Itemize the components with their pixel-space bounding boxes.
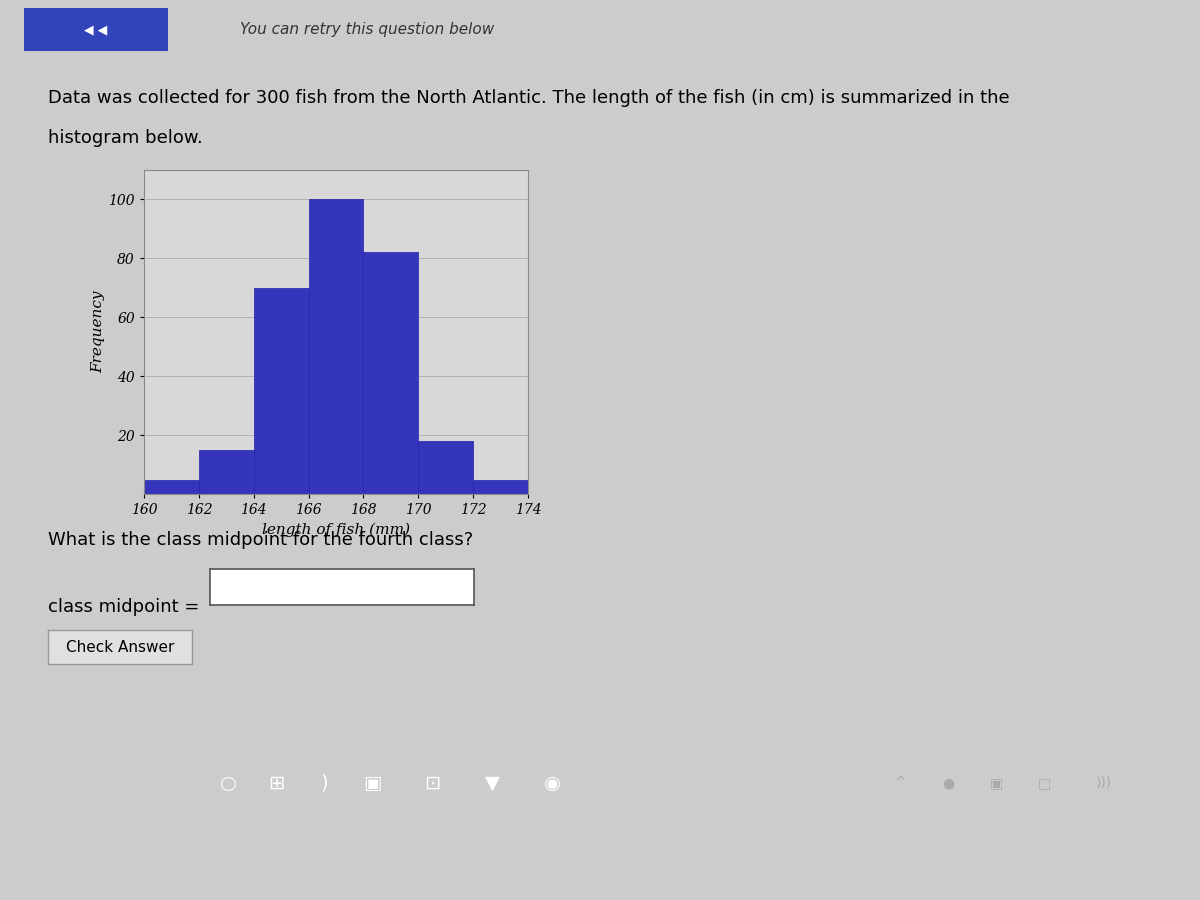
Text: ▼: ▼	[485, 773, 499, 793]
Y-axis label: Frequency: Frequency	[91, 291, 106, 373]
Text: ◀ ◀: ◀ ◀	[84, 23, 108, 36]
Text: ◉: ◉	[544, 773, 560, 793]
Text: ⊞: ⊞	[268, 773, 284, 793]
Text: ▣: ▣	[990, 776, 1002, 790]
Text: ●: ●	[942, 776, 954, 790]
Bar	[144, 480, 199, 494]
Text: What is the class midpoint for the fourth class?: What is the class midpoint for the fourt…	[48, 531, 473, 549]
Bar	[364, 252, 419, 494]
Text: You can retry this question below: You can retry this question below	[240, 22, 494, 37]
Text: Data was collected for 300 fish from the North Atlantic. The length of the fish : Data was collected for 300 fish from the…	[48, 88, 1009, 106]
Bar	[308, 199, 364, 494]
Text: ○: ○	[220, 773, 236, 793]
FancyBboxPatch shape	[24, 8, 168, 50]
Text: ^: ^	[894, 776, 906, 790]
X-axis label: length of fish (mm): length of fish (mm)	[262, 523, 410, 537]
Text: □: □	[1038, 776, 1050, 790]
Text: histogram below.: histogram below.	[48, 129, 203, 147]
Text: ▣: ▣	[362, 773, 382, 793]
Text: Check Answer: Check Answer	[66, 640, 174, 654]
Bar	[199, 450, 253, 494]
Bar	[473, 480, 528, 494]
Bar	[253, 288, 308, 494]
Text: ): )	[320, 773, 328, 793]
Bar	[419, 441, 473, 494]
Text: ))): )))	[1096, 776, 1112, 790]
Text: class midpoint =: class midpoint =	[48, 598, 199, 616]
Text: ⊡: ⊡	[424, 773, 440, 793]
